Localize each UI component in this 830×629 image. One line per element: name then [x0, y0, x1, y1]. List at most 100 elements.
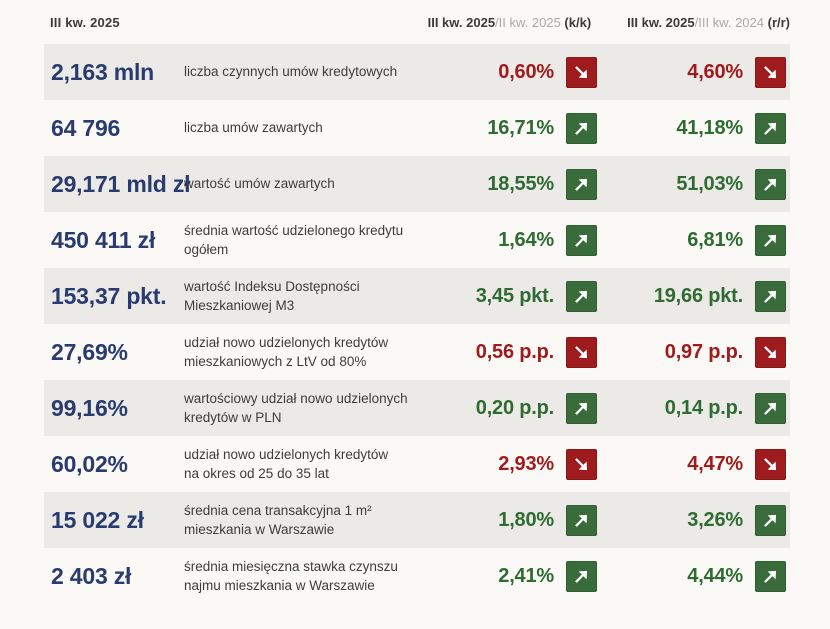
- quarterly-change-value: 0,60%: [498, 60, 554, 83]
- quarterly-change-value: 0,20 p.p.: [475, 396, 554, 419]
- metric-label: liczba czynnych umów kredytowych: [184, 64, 398, 80]
- table-row: 450 411 zł średnia wartość udzielonego k…: [44, 212, 790, 268]
- arrow-up-right-icon: [755, 168, 786, 200]
- metric-label: udział nowo udzielonych kredytów mieszka…: [184, 334, 389, 369]
- metric-label: średnia cena transakcyjna 1 m² mieszkani…: [184, 502, 372, 537]
- arrow-up-right-icon: [755, 504, 786, 536]
- metric-value: 64 796: [51, 114, 121, 141]
- header-kk-suffix: (k/k): [564, 15, 592, 30]
- table-row: 29,171 mld zł wartość umów zawartych 18,…: [44, 156, 790, 212]
- metric-value: 2 403 zł: [51, 562, 132, 589]
- table-row: 64 796 liczba umów zawartych 16,71% 41,1…: [44, 100, 790, 156]
- arrow-up-right-icon: [755, 280, 786, 312]
- yearly-change-cell: 41,18%: [597, 112, 790, 144]
- table-row: 153,37 pkt. wartość Indeksu Dostępności …: [44, 268, 790, 324]
- header-rr-sub: /III kw. 2024: [694, 15, 768, 30]
- quarterly-change-cell: 18,55%: [433, 168, 597, 200]
- header-kk-main: III kw. 2025: [427, 15, 496, 30]
- yearly-change-cell: 0,97 p.p.: [597, 336, 790, 368]
- yearly-change-value: 0,97 p.p.: [664, 340, 743, 363]
- arrow-up-right-icon: [566, 392, 597, 424]
- arrow-up-right-icon: [755, 392, 786, 424]
- yearly-change-cell: 4,60%: [597, 56, 790, 88]
- header-period-label: III kw. 2025: [50, 15, 120, 30]
- table-row: 15 022 zł średnia cena transakcyjna 1 m²…: [44, 492, 790, 548]
- quarterly-change-value: 1,64%: [498, 228, 554, 251]
- header-kk-sub: /II kw. 2025: [495, 15, 565, 30]
- table-header: III kw. 2025 III kw. 2025/II kw. 2025 (k…: [0, 0, 830, 30]
- metric-label: liczba umów zawartych: [184, 120, 323, 136]
- yearly-change-value: 4,44%: [687, 564, 743, 587]
- table-row: 27,69% udział nowo udzielonych kredytów …: [44, 324, 790, 380]
- quarterly-change-value: 3,45 pkt.: [475, 284, 554, 307]
- arrow-up-right-icon: [566, 280, 597, 312]
- quarterly-change-cell: 0,56 p.p.: [433, 336, 597, 368]
- table-row: 2 403 zł średnia miesięczna stawka czyns…: [44, 548, 790, 604]
- rows-container: 2,163 mln liczba czynnych umów kredytowy…: [44, 44, 790, 604]
- metric-label: wartościowy udział nowo udzielonych kred…: [184, 390, 408, 425]
- yearly-change-value: 41,18%: [676, 116, 743, 139]
- yearly-change-value: 51,03%: [676, 172, 743, 195]
- header-rr-suffix: (r/r): [767, 15, 790, 30]
- arrow-down-right-icon: [566, 448, 597, 480]
- quarterly-change-value: 2,41%: [498, 564, 554, 587]
- quarterly-change-cell: 16,71%: [433, 112, 597, 144]
- arrow-down-right-icon: [566, 56, 597, 88]
- yearly-change-cell: 19,66 pkt.: [597, 280, 790, 312]
- metric-value: 153,37 pkt.: [51, 282, 167, 309]
- arrow-down-right-icon: [755, 336, 786, 368]
- arrow-down-right-icon: [755, 56, 786, 88]
- arrow-down-right-icon: [566, 336, 597, 368]
- yearly-change-cell: 0,14 p.p.: [597, 392, 790, 424]
- metric-value: 99,16%: [51, 394, 128, 421]
- table-row: 99,16% wartościowy udział nowo udzielony…: [44, 380, 790, 436]
- header-rr-main: III kw. 2025: [627, 15, 695, 30]
- metric-label: udział nowo udzielonych kredytów na okre…: [184, 446, 389, 481]
- yearly-change-cell: 3,26%: [597, 504, 790, 536]
- yearly-change-value: 4,60%: [687, 60, 743, 83]
- yearly-change-cell: 6,81%: [597, 224, 790, 256]
- quarterly-change-cell: 3,45 pkt.: [433, 280, 597, 312]
- yearly-change-value: 3,26%: [687, 508, 743, 531]
- quarterly-change-value: 1,80%: [498, 508, 554, 531]
- arrow-up-right-icon: [566, 504, 597, 536]
- quarterly-change-cell: 0,60%: [433, 56, 597, 88]
- yearly-change-value: 19,66 pkt.: [653, 284, 743, 307]
- metric-value: 15 022 zł: [51, 506, 144, 533]
- arrow-up-right-icon: [755, 224, 786, 256]
- arrow-up-right-icon: [566, 168, 597, 200]
- metric-value: 2,163 mln: [51, 58, 155, 85]
- arrow-up-right-icon: [566, 560, 597, 592]
- metric-label: średnia miesięczna stawka czynszu najmu …: [184, 558, 398, 593]
- table-row: 2,163 mln liczba czynnych umów kredytowy…: [44, 44, 790, 100]
- quarterly-change-cell: 2,93%: [433, 448, 597, 480]
- header-quarterly-change: III kw. 2025/II kw. 2025 (k/k): [428, 15, 592, 30]
- arrow-up-right-icon: [566, 224, 597, 256]
- yearly-change-cell: 4,47%: [597, 448, 790, 480]
- metric-label: wartość umów zawartych: [184, 176, 335, 192]
- metric-value: 450 411 zł: [51, 226, 156, 253]
- quarterly-change-value: 18,55%: [487, 172, 554, 195]
- table-row: 60,02% udział nowo udzielonych kredytów …: [44, 436, 790, 492]
- quarterly-change-cell: 1,64%: [433, 224, 597, 256]
- quarterly-change-cell: 1,80%: [433, 504, 597, 536]
- yearly-change-value: 4,47%: [687, 452, 743, 475]
- metric-label: wartość Indeksu Dostępności Mieszkaniowe…: [184, 278, 360, 313]
- arrow-up-right-icon: [566, 112, 597, 144]
- quarterly-change-value: 16,71%: [487, 116, 554, 139]
- metric-value: 29,171 mld zł: [51, 170, 191, 197]
- arrow-down-right-icon: [755, 448, 786, 480]
- metric-label: średnia wartość udzielonego kredytu ogół…: [184, 222, 404, 257]
- metric-value: 27,69%: [51, 338, 128, 365]
- quarterly-change-value: 2,93%: [498, 452, 554, 475]
- quarterly-change-value: 0,56 p.p.: [475, 340, 554, 363]
- yearly-change-value: 6,81%: [687, 228, 743, 251]
- yearly-change-cell: 4,44%: [597, 560, 790, 592]
- quarterly-change-cell: 2,41%: [433, 560, 597, 592]
- arrow-up-right-icon: [755, 560, 786, 592]
- metric-value: 60,02%: [51, 450, 128, 477]
- arrow-up-right-icon: [755, 112, 786, 144]
- yearly-change-cell: 51,03%: [597, 168, 790, 200]
- yearly-change-value: 0,14 p.p.: [664, 396, 743, 419]
